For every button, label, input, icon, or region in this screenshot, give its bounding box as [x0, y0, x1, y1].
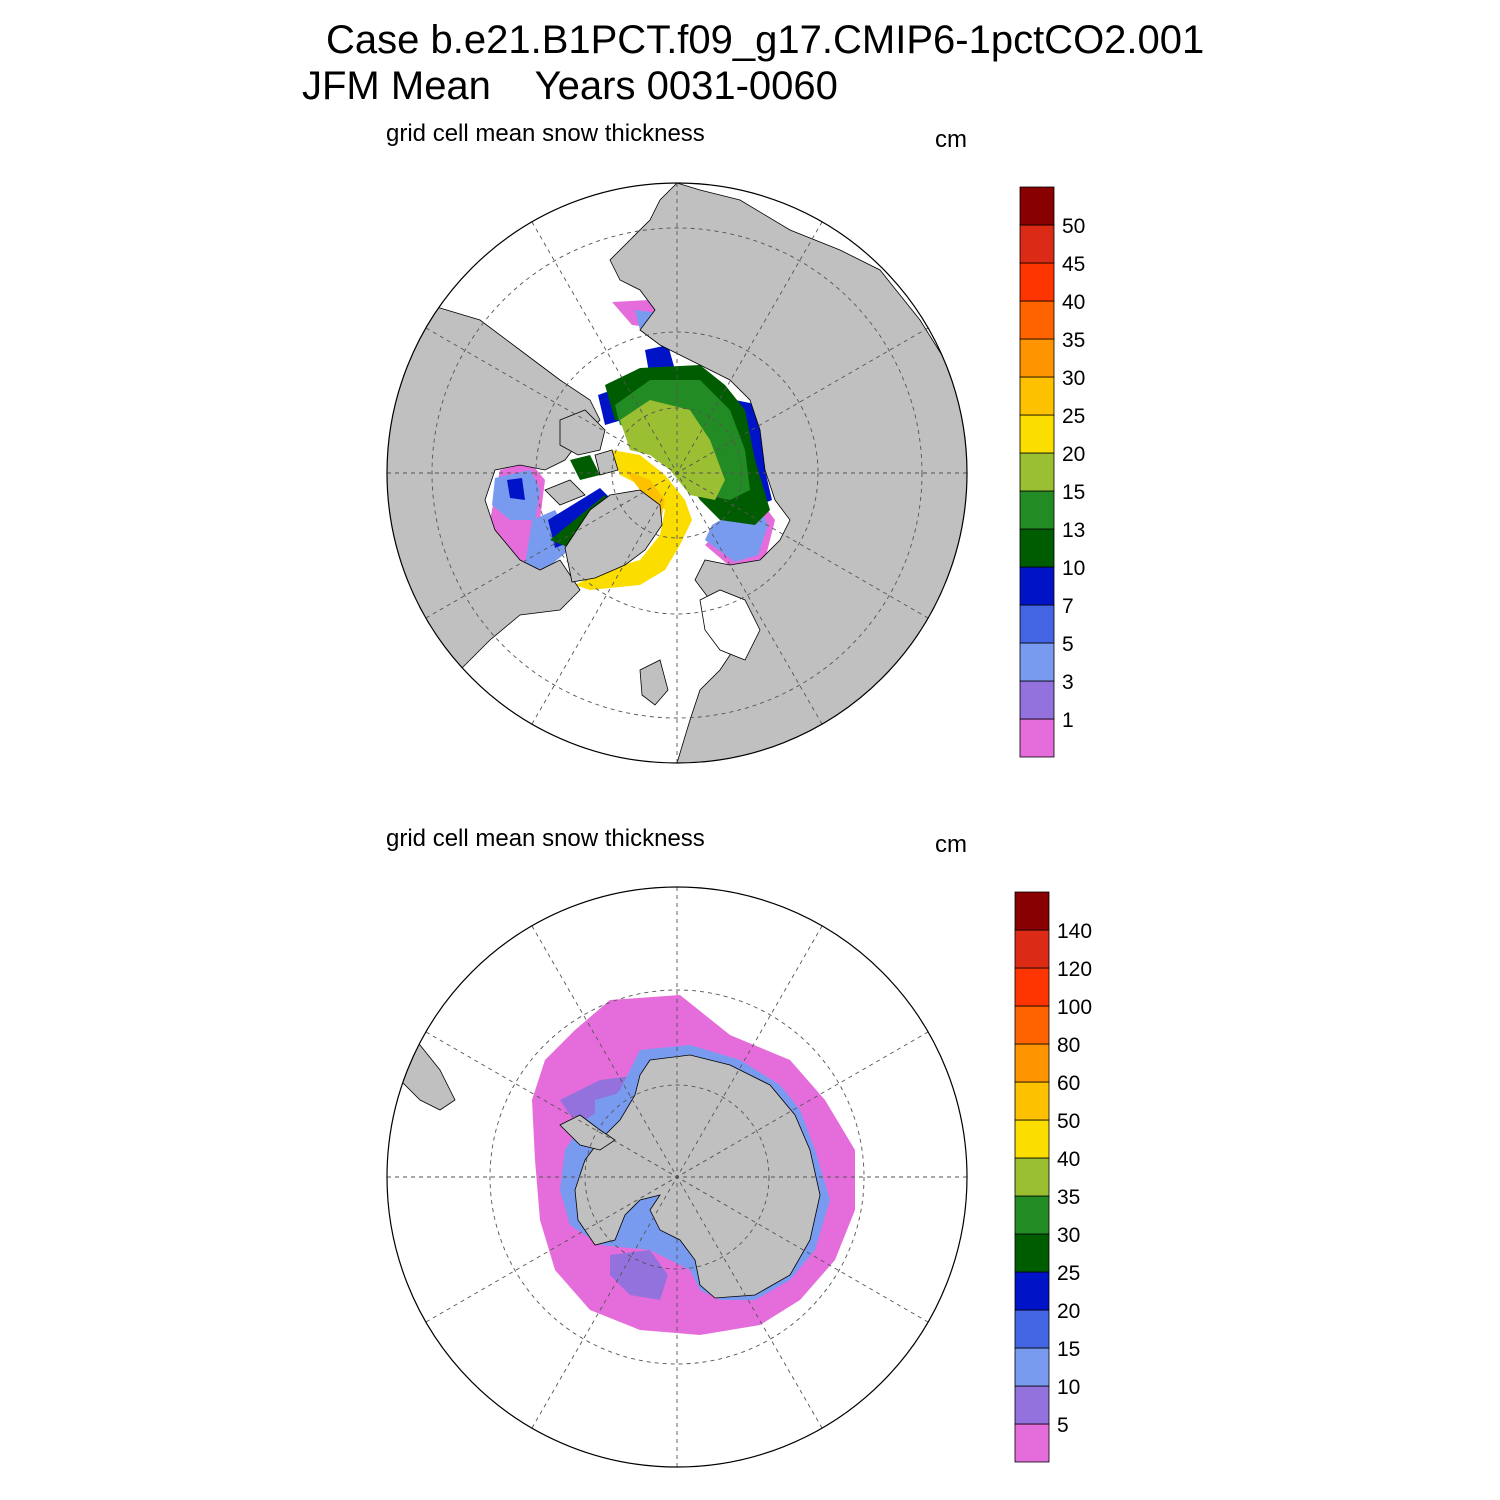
north-colorbar-tick-label: 13	[1062, 519, 1085, 542]
north-units-label: cm	[935, 126, 967, 153]
south-colorbar-swatch	[1014, 1347, 1050, 1387]
south-colorbar-tick-label: 20	[1057, 1300, 1080, 1323]
south-colorbar-tick-label: 50	[1057, 1110, 1080, 1133]
south-colorbar-tick-label: 30	[1057, 1224, 1080, 1247]
north-colorbar-swatch	[1019, 604, 1055, 644]
antarctic-map-border	[386, 886, 968, 1468]
south-panel-title: grid cell mean snow thickness	[386, 825, 705, 852]
south-colorbar-swatch	[1014, 1195, 1050, 1235]
south-colorbar-swatch	[1014, 929, 1050, 969]
south-colorbar-swatch	[1014, 1271, 1050, 1311]
south-colorbar-tick-label: 100	[1057, 996, 1092, 1019]
north-colorbar-swatch	[1019, 566, 1055, 606]
season-years-title: JFM Mean Years 0031-0060	[302, 64, 838, 109]
south-colorbar-swatch	[1014, 1423, 1050, 1463]
north-colorbar-tick-label: 50	[1062, 215, 1085, 238]
scandinavia-coast	[699, 589, 761, 661]
greenland-land	[564, 489, 663, 583]
arctic-map	[386, 182, 968, 764]
north-colorbar-swatch	[1019, 490, 1055, 530]
south-colorbar-tick-label: 35	[1057, 1186, 1080, 1209]
south-colorbar-tick-label: 25	[1057, 1262, 1080, 1285]
north-colorbar-swatch	[1019, 300, 1055, 340]
south-colorbar-swatch	[1014, 967, 1050, 1007]
south-colorbar-swatch	[1014, 1005, 1050, 1045]
north-colorbar-tick-label: 10	[1062, 557, 1085, 580]
north-colorbar-swatch	[1019, 452, 1055, 492]
south-colorbar-tick-label: 40	[1057, 1148, 1080, 1171]
south-colorbar-tick-label: 140	[1057, 920, 1092, 943]
south-colorbar-swatch	[1014, 1119, 1050, 1159]
north-colorbar-tick-label: 30	[1062, 367, 1085, 390]
north-colorbar-tick-label: 40	[1062, 291, 1085, 314]
north-colorbar-tick-label: 45	[1062, 253, 1085, 276]
north-colorbar-swatch	[1019, 414, 1055, 454]
north-colorbar-tick-label: 20	[1062, 443, 1085, 466]
arctic-ice-15-20cm	[620, 400, 725, 500]
north-colorbar-swatch	[1019, 262, 1055, 302]
south-colorbar-swatch	[1014, 891, 1050, 931]
south-colorbar-swatch	[1014, 1081, 1050, 1121]
north-colorbar-swatch	[1019, 186, 1055, 226]
south-colorbar-tick-label: 15	[1057, 1338, 1080, 1361]
uk-land	[639, 659, 669, 706]
south-colorbar-swatch	[1014, 1385, 1050, 1425]
antarctica-land	[574, 1054, 821, 1299]
south-colorbar-tick-label: 80	[1057, 1034, 1080, 1057]
north-colorbar-tick-label: 25	[1062, 405, 1085, 428]
south-units-label: cm	[935, 831, 967, 858]
south-colorbar-tick-label: 5	[1057, 1414, 1069, 1437]
north-colorbar-swatch	[1019, 224, 1055, 264]
south-colorbar-swatch	[1014, 1157, 1050, 1197]
arctic-graticule	[387, 183, 967, 763]
north-colorbar-swatch	[1019, 338, 1055, 378]
north-colorbar-tick-label: 1	[1062, 709, 1074, 732]
south-colorbar-swatch	[1014, 1309, 1050, 1349]
north-colorbar-swatch	[1019, 376, 1055, 416]
south-colorbar-tick-label: 120	[1057, 958, 1092, 981]
years-label: Years 0031-0060	[534, 64, 838, 108]
case-title: Case b.e21.B1PCT.f09_g17.CMIP6-1pctCO2.0…	[326, 18, 1205, 62]
north-colorbar-tick-label: 3	[1062, 671, 1074, 694]
canadian-archipelago-land	[544, 409, 619, 506]
south-colorbar-swatch	[1014, 1233, 1050, 1273]
north-colorbar-tick-label: 15	[1062, 481, 1085, 504]
arctic-ice-20-25cm	[575, 450, 692, 590]
antarctic-graticule	[387, 887, 967, 1467]
north-colorbar-swatch	[1019, 718, 1055, 758]
north-colorbar-swatch	[1019, 642, 1055, 682]
season-label: JFM Mean	[302, 64, 491, 108]
arctic-map-border	[386, 182, 968, 764]
north-colorbar-swatch	[1019, 680, 1055, 720]
north-colorbar-swatch	[1019, 528, 1055, 568]
north-panel-title: grid cell mean snow thickness	[386, 120, 705, 147]
south-colorbar: 5 10 15 20 25 30 35 40 50 60 80 100 120 140	[1014, 891, 1092, 1463]
north-colorbar-tick-label: 7	[1062, 595, 1074, 618]
north-colorbar-tick-label: 35	[1062, 329, 1085, 352]
north-america-land	[387, 299, 601, 721]
antarctic-map	[386, 886, 968, 1468]
south-colorbar-tick-label: 60	[1057, 1072, 1080, 1095]
north-colorbar-tick-label: 5	[1062, 633, 1074, 656]
south-colorbar-tick-label: 10	[1057, 1376, 1080, 1399]
south-colorbar-swatch	[1014, 1043, 1050, 1083]
antarctic-peninsula-land	[559, 1114, 616, 1151]
